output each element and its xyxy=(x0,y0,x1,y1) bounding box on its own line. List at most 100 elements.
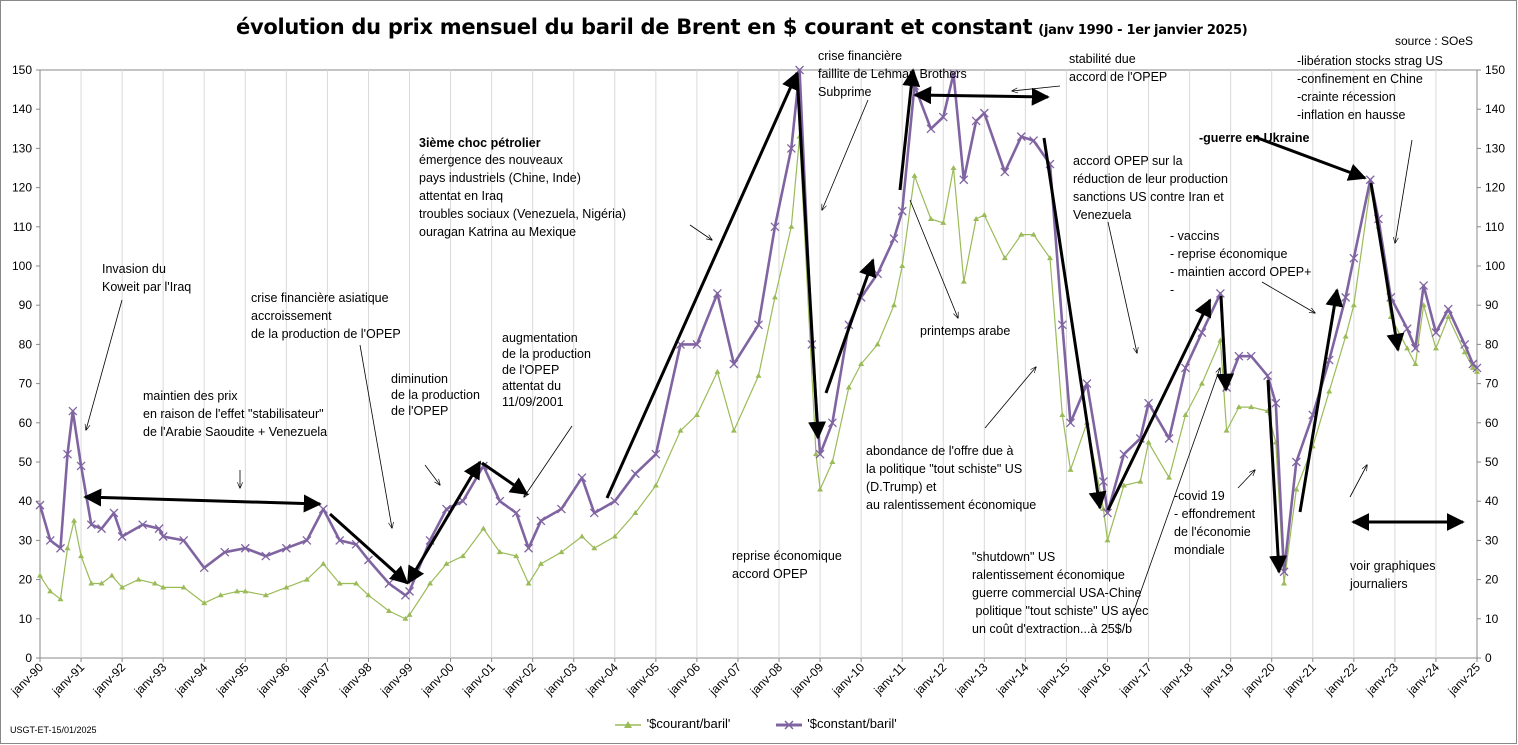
point-constant xyxy=(1098,477,1108,487)
annotation-line: faillite de Lehman Brothers xyxy=(818,67,967,81)
point-courant xyxy=(385,607,392,613)
point-courant xyxy=(755,372,762,378)
annotation-17: -libération stocks strag US -confinement … xyxy=(1297,54,1443,122)
point-constant xyxy=(1402,324,1412,334)
point-courant xyxy=(812,451,819,457)
point-constant xyxy=(1246,351,1256,361)
pointer-arrow xyxy=(984,367,1036,429)
point-constant xyxy=(1349,253,1359,263)
legend-courant-label: '$courant/baril' xyxy=(646,716,731,731)
x-tick-label: janv-04 xyxy=(582,660,621,699)
point-courant xyxy=(1412,361,1419,366)
trend-arrow xyxy=(328,512,409,585)
y2-tick-label: 90 xyxy=(1485,298,1499,312)
annotation-19: voir graphiques journaliers xyxy=(1349,559,1435,591)
point-constant xyxy=(1103,508,1112,518)
annotation-line: mondiale xyxy=(1174,543,1225,557)
point-constant xyxy=(1271,398,1281,408)
pointer-arrow xyxy=(909,199,958,318)
point-courant xyxy=(1067,466,1074,472)
source-label: source : SOeS xyxy=(1395,34,1474,48)
annotation-line: -confinement en Chine xyxy=(1297,72,1423,86)
point-courant xyxy=(960,278,967,284)
annotation-line: un coût d'extraction...à 25$/b xyxy=(972,622,1132,636)
point-courant xyxy=(1217,337,1224,343)
annotation-12: abondance de l'offre due à la politique "… xyxy=(866,444,1036,512)
point-constant xyxy=(786,143,796,153)
point-constant xyxy=(154,524,164,534)
point-courant xyxy=(1235,404,1242,410)
annotation-line: reprise économique xyxy=(732,549,842,563)
pointer-arrow xyxy=(689,224,712,240)
point-constant xyxy=(1181,363,1190,373)
point-constant xyxy=(651,449,661,459)
x-tick-label: janv-20 xyxy=(1239,660,1278,699)
point-constant xyxy=(556,504,566,514)
annotation-line: printemps arabe xyxy=(920,324,1010,338)
pointer-arrow xyxy=(524,425,573,497)
annotation-line: accord OPEP sur la xyxy=(1073,154,1183,168)
annotation-line: - xyxy=(1170,283,1174,297)
point-courant xyxy=(829,459,836,464)
annotation-line: Venezuela xyxy=(1073,208,1131,222)
point-courant xyxy=(973,215,980,221)
annotation-line: de la production xyxy=(391,388,480,402)
point-constant xyxy=(261,551,271,561)
point-constant xyxy=(1410,343,1420,353)
point-courant xyxy=(558,549,565,555)
point-constant xyxy=(1164,434,1174,443)
annotation-line: accroissement xyxy=(251,309,332,323)
y-tick-label: 140 xyxy=(12,102,32,116)
point-courant xyxy=(1248,404,1255,410)
point-constant xyxy=(577,473,587,483)
x-tick-label: janv-21 xyxy=(1280,660,1319,699)
pointer-arrow xyxy=(1395,139,1413,243)
point-constant xyxy=(405,586,414,596)
point-constant xyxy=(589,508,599,518)
annotation-8: crise financière faillite de Lehman Broth… xyxy=(818,49,967,99)
point-courant xyxy=(234,588,241,594)
x-tick-label: janv-05 xyxy=(624,660,663,699)
annotation-line: stabilité due xyxy=(1069,52,1136,66)
point-constant xyxy=(770,222,780,232)
pointer-arrow xyxy=(1107,221,1137,353)
annotation-3: crise financière asiatique accroissement d… xyxy=(251,291,401,341)
point-courant xyxy=(217,592,224,598)
point-courant xyxy=(108,572,115,578)
point-constant xyxy=(1291,457,1301,467)
point-courant xyxy=(201,600,208,606)
series-courant xyxy=(37,133,1480,621)
point-courant xyxy=(1326,388,1333,394)
x-tick-label: janv-24 xyxy=(1404,660,1443,699)
point-constant xyxy=(897,206,907,216)
annotation-line: de l'OPEP xyxy=(502,363,559,377)
point-constant xyxy=(926,124,936,134)
trend-arrow xyxy=(481,461,529,496)
annotation-line: - effondrement xyxy=(1174,507,1256,521)
point-constant xyxy=(240,543,250,553)
point-courant xyxy=(1404,345,1411,351)
x-tick-label: janv-91 xyxy=(49,660,88,699)
point-courant xyxy=(981,212,988,218)
pointer-arrow xyxy=(359,344,392,528)
point-constant xyxy=(1144,398,1153,408)
point-constant xyxy=(1057,320,1067,330)
point-courant xyxy=(402,615,409,621)
x-tick-label: janv-01 xyxy=(459,660,498,699)
point-courant xyxy=(714,368,721,374)
point-courant xyxy=(845,384,852,390)
point-courant xyxy=(1469,364,1476,370)
annotation-line: abondance de l'offre due à xyxy=(866,444,1013,458)
trend-arrow xyxy=(83,488,322,513)
annotation-line: - reprise économique xyxy=(1170,247,1287,261)
point-constant xyxy=(938,112,948,122)
annotation-7: émergence des nouveaux pays industriels (… xyxy=(419,153,626,239)
annotation-line: de l'économie xyxy=(1174,525,1251,539)
point-constant xyxy=(1472,363,1482,373)
x-tick-label: janv-94 xyxy=(172,660,211,699)
x-tick-label: janv-13 xyxy=(952,660,991,699)
y2-tick-label: 80 xyxy=(1485,337,1499,351)
point-courant xyxy=(611,533,618,539)
annotation-line: journaliers xyxy=(1349,577,1408,591)
